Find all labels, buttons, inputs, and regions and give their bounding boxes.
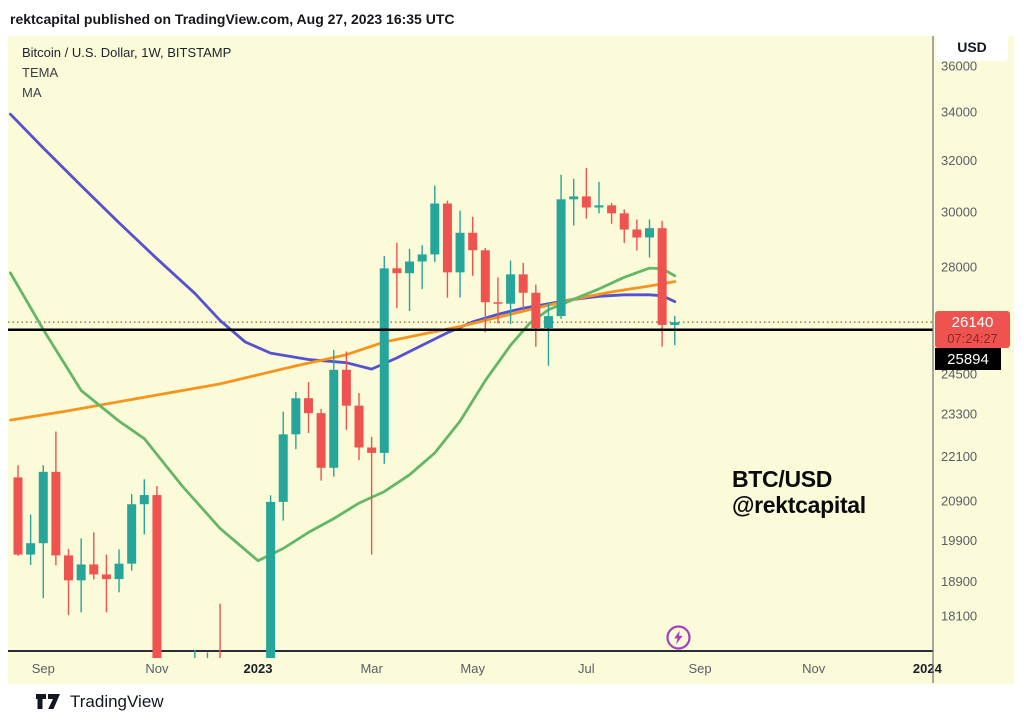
candle-body — [480, 250, 490, 303]
candle-body — [645, 228, 654, 238]
chart-watermark: BTC/USD @rektcapital — [732, 466, 866, 518]
indicator-label-tema: TEMA — [22, 65, 59, 80]
time-tick: 2023 — [244, 661, 273, 676]
candle-body — [303, 398, 313, 414]
level-price-badge: 25894 — [935, 348, 1001, 370]
candle-body — [127, 504, 137, 564]
candle-body — [228, 674, 237, 677]
candle-body — [367, 447, 377, 453]
time-tick: Nov — [145, 661, 169, 676]
candle-body — [543, 316, 553, 329]
price-tick: 28000 — [941, 260, 977, 275]
candle-body — [341, 369, 351, 406]
price-tick: 22100 — [941, 449, 977, 464]
price-tick: 18100 — [941, 609, 977, 624]
line-ma-long — [9, 266, 677, 563]
price-tick: 18900 — [941, 574, 977, 589]
candle-body — [556, 199, 566, 317]
candle-body — [619, 213, 629, 230]
boost-lightning-icon[interactable] — [665, 624, 692, 651]
time-tick: Mar — [360, 661, 383, 676]
indicator-lines — [9, 112, 677, 563]
line-ma — [9, 280, 677, 422]
candle-body — [64, 555, 74, 581]
time-tick: Sep — [688, 661, 711, 676]
price-tick: 34000 — [941, 104, 977, 119]
price-tick: 36000 — [941, 59, 977, 74]
price-tick: 30000 — [941, 205, 977, 220]
candle-body — [506, 274, 516, 304]
candle-body — [51, 471, 61, 556]
last-price-badge: 26140 07:24:27 — [935, 311, 1010, 348]
candle-body — [379, 268, 389, 453]
time-tick: Jul — [578, 661, 595, 676]
candle-body — [329, 369, 339, 468]
candle-body — [178, 692, 187, 701]
candle-body — [89, 564, 99, 575]
candle-body — [581, 196, 591, 208]
candle-body — [38, 471, 48, 544]
candle-body — [594, 205, 604, 208]
tradingview-logo-icon — [36, 694, 60, 709]
price-tick: 24500 — [941, 367, 977, 382]
candle-body — [139, 495, 149, 505]
candle-body — [632, 229, 642, 238]
price-tick: 23300 — [941, 407, 977, 422]
candle-body — [354, 405, 364, 448]
candle-body — [430, 203, 440, 255]
time-axis[interactable]: Sep Nov 2023 Mar May Jul Sep Nov 2024 — [32, 661, 943, 676]
candle-body — [278, 434, 288, 502]
candle-body — [216, 660, 225, 677]
candle-body — [114, 563, 124, 580]
candle-body — [266, 501, 276, 658]
bar-countdown: 07:24:27 — [947, 330, 998, 346]
last-price-value: 26140 — [951, 313, 994, 331]
candle-body — [405, 261, 415, 274]
candle-body — [203, 660, 212, 661]
candle-body — [241, 674, 250, 688]
chart-legend: Bitcoin / U.S. Dollar, 1W, BITSTAMP TEMA… — [22, 43, 231, 103]
watermark-handle: @rektcapital — [732, 492, 866, 518]
candle-body — [165, 699, 174, 701]
candle-body — [531, 292, 541, 329]
candle-body — [569, 196, 579, 200]
watermark-ticker: BTC/USD — [732, 466, 833, 492]
candle-body — [518, 274, 528, 293]
time-tick: Nov — [802, 661, 826, 676]
candle-body — [13, 477, 23, 555]
price-axis[interactable]: 36000 34000 32000 30000 28000 24500 23300 22100… — [941, 59, 977, 624]
candles — [13, 167, 680, 701]
candle-body — [190, 661, 199, 692]
candle-body — [152, 495, 162, 658]
indicator-label-ma: MA — [22, 85, 42, 100]
symbol-title: Bitcoin / U.S. Dollar, 1W, BITSTAMP — [22, 45, 232, 60]
chart-panel[interactable] — [8, 36, 1014, 684]
time-tick: May — [460, 661, 485, 676]
time-tick: Sep — [32, 661, 55, 676]
candle-body — [607, 205, 617, 214]
candle-body — [392, 268, 402, 274]
candle-body — [455, 232, 465, 273]
candle-body — [316, 413, 326, 468]
time-tick: 2024 — [913, 661, 943, 676]
candle-body — [493, 302, 503, 304]
candle-body — [468, 232, 478, 251]
price-tick: 19900 — [941, 533, 977, 548]
candle-body — [417, 254, 427, 262]
candle-body — [101, 574, 111, 580]
price-tick: 20900 — [941, 494, 977, 509]
line-tema — [9, 112, 677, 371]
candle-body — [26, 543, 36, 555]
candle-body — [657, 228, 667, 325]
candle-body — [291, 398, 301, 435]
tradingview-footer[interactable]: TradingView — [36, 692, 164, 712]
candle-body — [76, 564, 86, 581]
currency-usd-button[interactable]: USD — [936, 33, 1008, 61]
attribution-header: rektcapital published on TradingView.com… — [10, 11, 455, 27]
tradingview-wordmark: TradingView — [70, 692, 164, 711]
price-tick: 32000 — [941, 153, 977, 168]
candle-body — [442, 203, 452, 273]
candle-body — [670, 322, 680, 325]
